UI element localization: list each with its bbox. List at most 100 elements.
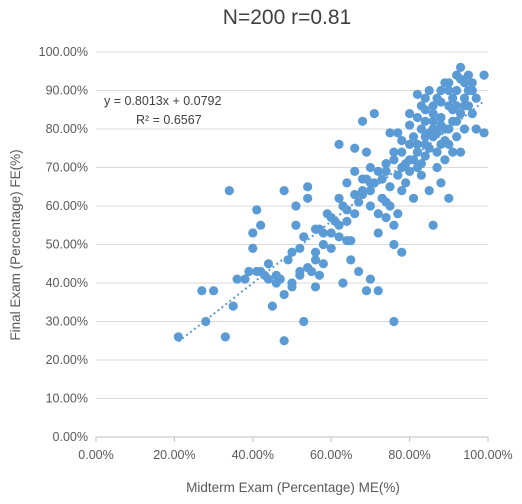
- data-point: [389, 316, 399, 327]
- data-point: [459, 101, 470, 111]
- data-point: [420, 132, 430, 142]
- data-point: [416, 159, 426, 169]
- data-point: [467, 85, 477, 96]
- data-point: [424, 85, 434, 96]
- data-point: [381, 166, 391, 176]
- data-point: [452, 116, 462, 126]
- data-point: [232, 274, 242, 284]
- data-point: [455, 62, 466, 72]
- data-point: [342, 216, 352, 226]
- data-point: [365, 162, 375, 173]
- data-point: [240, 274, 250, 284]
- data-point: [405, 120, 415, 130]
- x-axis-tick-labels: 0.00% 20.00% 40.00% 60.00% 80.00% 100.00%: [78, 448, 512, 462]
- data-point: [381, 212, 391, 223]
- data-point: [357, 116, 368, 126]
- data-point: [452, 85, 462, 96]
- data-point: [381, 159, 391, 169]
- data-point: [463, 70, 473, 80]
- data-point: [436, 85, 446, 96]
- data-point: [365, 274, 375, 284]
- data-point: [452, 70, 462, 80]
- data-point: [436, 120, 446, 130]
- data-point: [416, 124, 426, 134]
- data-point: [299, 232, 309, 242]
- data-point: [397, 247, 407, 257]
- data-point: [412, 112, 423, 123]
- data-point: [299, 316, 309, 327]
- data-point: [389, 147, 399, 157]
- data-point: [287, 282, 297, 292]
- y-tick-label: 40.00%: [46, 276, 88, 290]
- data-point: [397, 162, 407, 173]
- x-tick-label: 100.00%: [463, 448, 512, 462]
- x-tick-label: 0.00%: [78, 448, 113, 462]
- data-point: [432, 128, 442, 138]
- data-point: [420, 116, 430, 126]
- data-point: [401, 178, 411, 188]
- data-point: [448, 93, 458, 103]
- data-point: [467, 78, 477, 88]
- data-point: [405, 139, 415, 149]
- data-point: [248, 243, 258, 253]
- data-point: [201, 316, 211, 327]
- data-point: [295, 270, 305, 280]
- data-point: [350, 209, 360, 219]
- data-point: [389, 239, 399, 250]
- data-point: [310, 282, 321, 292]
- data-point: [271, 278, 281, 288]
- data-point: [436, 178, 446, 188]
- data-point: [228, 301, 238, 311]
- data-point: [448, 105, 458, 115]
- data-point: [467, 109, 477, 119]
- data-point: [385, 128, 395, 138]
- y-tick-label: 0.00%: [53, 430, 88, 444]
- data-point: [220, 332, 230, 342]
- data-point: [420, 93, 430, 103]
- x-tick-label: 40.00%: [232, 448, 274, 462]
- data-point: [452, 132, 462, 142]
- data-point: [252, 205, 262, 215]
- data-point: [397, 147, 407, 157]
- data-point: [408, 132, 419, 142]
- data-point: [428, 109, 438, 119]
- data-point: [373, 209, 383, 219]
- data-point: [440, 155, 450, 165]
- data-point: [420, 105, 430, 115]
- data-point: [310, 255, 321, 265]
- data-point: [405, 166, 415, 176]
- data-point: [444, 124, 454, 134]
- data-point: [244, 266, 254, 277]
- data-point: [291, 201, 301, 211]
- data-point: [408, 193, 419, 203]
- x-tick-label: 20.00%: [153, 448, 195, 462]
- data-point: [310, 247, 321, 257]
- data-point: [420, 151, 430, 161]
- y-axis-label: Final Exam (Percentage) FE(%): [8, 149, 23, 340]
- data-point: [295, 243, 305, 253]
- data-point: [412, 139, 423, 149]
- axes: [95, 436, 489, 442]
- y-tick-label: 20.00%: [46, 353, 88, 367]
- data-point: [224, 186, 234, 196]
- data-point: [373, 166, 383, 176]
- y-tick-label: 80.00%: [46, 122, 88, 136]
- data-point: [279, 289, 289, 300]
- data-point: [459, 124, 470, 134]
- trendline-equation: y = 0.8013x + 0.0792: [104, 94, 222, 108]
- data-point: [393, 209, 403, 219]
- data-point: [209, 286, 219, 296]
- data-point: [405, 155, 415, 165]
- data-point: [346, 255, 356, 265]
- data-point: [444, 85, 454, 96]
- x-tick-label: 60.00%: [310, 448, 352, 462]
- data-point: [436, 112, 446, 123]
- y-tick-label: 30.00%: [46, 315, 88, 329]
- data-point: [471, 124, 481, 134]
- data-point: [424, 186, 434, 196]
- y-tick-label: 70.00%: [46, 161, 88, 175]
- data-point: [334, 220, 344, 230]
- data-point: [432, 162, 442, 173]
- data-point: [393, 128, 403, 138]
